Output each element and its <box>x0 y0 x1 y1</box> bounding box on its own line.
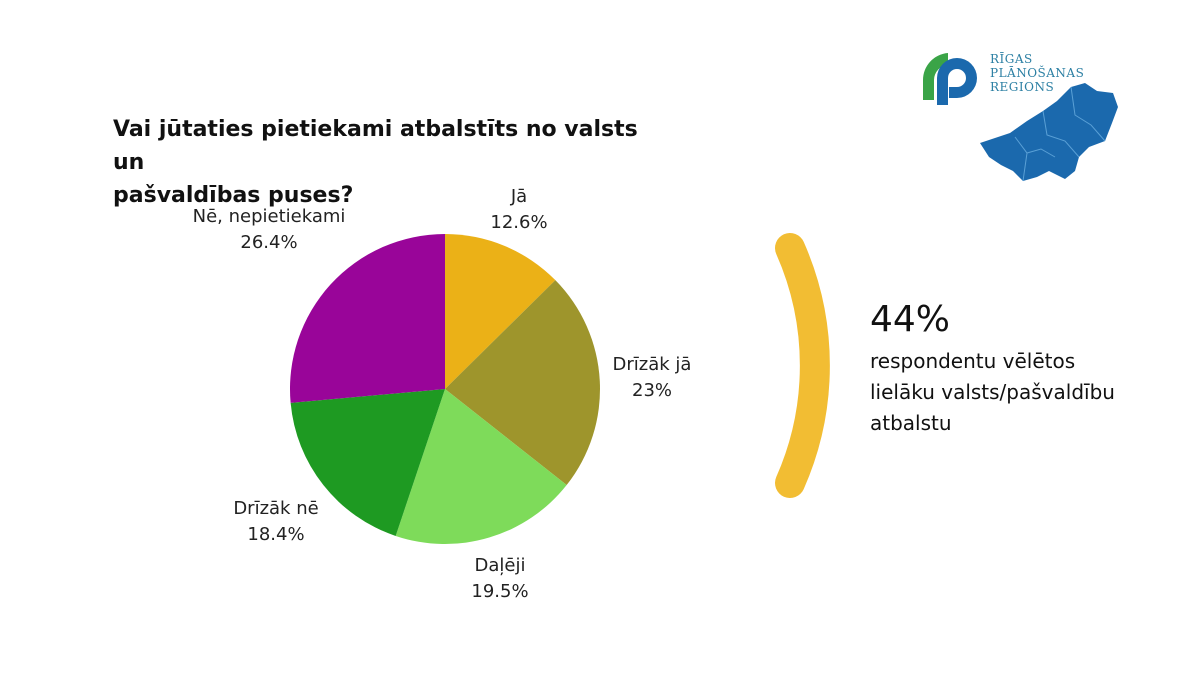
highlight-arc-stroke <box>790 248 815 483</box>
stat-description-line-2: lielāku valsts/pašvaldību <box>870 377 1170 408</box>
stat-callout: 44% respondentu vēlētos lielāku valsts/p… <box>870 298 1170 439</box>
rpr-logo: RĪGAS PLĀNOŠANAS REGIONS <box>915 45 1140 200</box>
logo-text-line-3: REGIONS <box>990 80 1084 94</box>
logo-text-line-1: RĪGAS <box>990 52 1084 66</box>
logo-text-line-2: PLĀNOŠANAS <box>990 66 1084 80</box>
stat-percent: 44% <box>870 298 1170 342</box>
stat-description-line-3: atbalstu <box>870 408 1170 439</box>
stat-description-line-1: respondentu vēlētos <box>870 346 1170 377</box>
stat-description: respondentu vēlētos lielāku valsts/pašva… <box>870 346 1170 439</box>
logo-text: RĪGAS PLĀNOŠANAS REGIONS <box>990 52 1084 94</box>
logo-blue-p <box>937 58 977 105</box>
